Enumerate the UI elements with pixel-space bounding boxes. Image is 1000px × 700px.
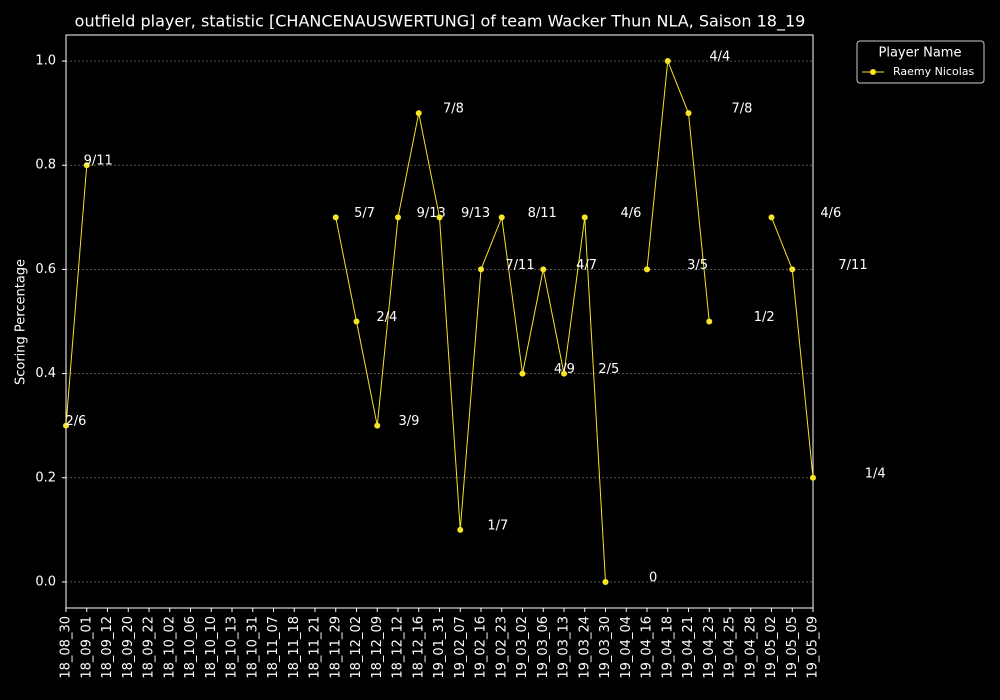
data-point bbox=[602, 578, 609, 585]
x-tick-label: 19_01_31 bbox=[432, 616, 447, 679]
x-tick-label: 19_04_28 bbox=[743, 616, 758, 679]
data-point bbox=[415, 110, 422, 117]
data-point bbox=[561, 370, 567, 377]
x-tick-label: 18_09_20 bbox=[121, 616, 136, 679]
x-tick-label: 19_03_02 bbox=[515, 616, 530, 679]
data-point bbox=[685, 110, 692, 117]
x-tick-label: 18_12_09 bbox=[370, 616, 385, 679]
data-label: 4/4 bbox=[709, 50, 730, 65]
data-label: 1/2 bbox=[754, 310, 775, 325]
x-tick-label: 19_03_13 bbox=[557, 616, 572, 679]
x-tick-label: 18_10_02 bbox=[162, 616, 177, 679]
data-point bbox=[519, 370, 526, 377]
x-tick-label: 19_03_30 bbox=[598, 616, 613, 679]
x-tick-label: 18_11_18 bbox=[287, 616, 302, 679]
x-tick-label: 19_03_24 bbox=[577, 616, 592, 679]
x-tick-label: 19_02_07 bbox=[453, 616, 468, 679]
data-point bbox=[706, 318, 713, 325]
plot-frame bbox=[65, 34, 814, 609]
data-point bbox=[664, 58, 671, 65]
x-tick-label: 19_04_23 bbox=[702, 616, 717, 679]
data-label: 2/6 bbox=[66, 414, 87, 429]
x-tick-label: 18_12_16 bbox=[411, 616, 426, 679]
x-tick-label: 18_09_12 bbox=[100, 616, 115, 679]
data-label: 5/7 bbox=[354, 206, 375, 221]
y-tick-label: 0.2 bbox=[35, 470, 56, 485]
data-label: 9/13 bbox=[461, 206, 490, 221]
x-tick-label: 18_11_07 bbox=[266, 616, 281, 679]
data-label: 7/11 bbox=[838, 258, 867, 273]
data-label: 3/5 bbox=[687, 258, 708, 273]
y-tick-label: 0.8 bbox=[35, 158, 56, 173]
x-tick-label: 18_09_22 bbox=[142, 616, 157, 679]
x-tick-label: 19_05_09 bbox=[806, 616, 821, 679]
data-point bbox=[581, 214, 588, 221]
data-point bbox=[332, 214, 339, 221]
x-tick-label: 18_09_01 bbox=[79, 616, 94, 679]
x-tick-label: 19_03_06 bbox=[536, 616, 551, 679]
x-tick-label: 19_02_16 bbox=[474, 616, 489, 679]
x-tick-label: 18_10_06 bbox=[183, 616, 198, 679]
data-label: 4/7 bbox=[576, 258, 597, 273]
legend-title: Player Name bbox=[879, 46, 962, 61]
y-tick-label: 0.0 bbox=[35, 574, 56, 589]
legend-label: Raemy Nicolas bbox=[893, 65, 974, 78]
x-tick-label: 19_04_18 bbox=[660, 616, 675, 679]
data-label: 2/5 bbox=[598, 362, 619, 377]
data-label: 4/9 bbox=[554, 362, 575, 377]
data-point bbox=[436, 214, 443, 221]
y-tick-label: 0.4 bbox=[35, 366, 56, 381]
y-tick-label: 0.6 bbox=[35, 262, 56, 277]
data-point bbox=[374, 422, 381, 429]
data-label: 1/7 bbox=[487, 518, 508, 533]
data-label: 9/11 bbox=[84, 154, 113, 169]
data-point bbox=[540, 266, 547, 273]
data-point bbox=[644, 266, 650, 273]
legend-box bbox=[856, 40, 985, 84]
data-label: 0 bbox=[649, 570, 657, 585]
x-tick-label: 18_10_10 bbox=[204, 616, 219, 679]
chart-title: outfield player, statistic [CHANCENAUSWE… bbox=[75, 12, 806, 32]
x-tick-label: 18_12_12 bbox=[391, 616, 406, 679]
data-point bbox=[83, 162, 90, 169]
x-tick-label: 18_12_02 bbox=[349, 616, 364, 679]
data-label: 2/4 bbox=[376, 310, 397, 325]
data-point bbox=[789, 266, 796, 273]
x-tick-label: 18_10_13 bbox=[225, 616, 240, 679]
x-tick-label: 19_05_05 bbox=[785, 616, 800, 679]
data-label: 8/11 bbox=[528, 206, 557, 221]
data-point bbox=[457, 526, 464, 533]
x-tick-label: 18_10_31 bbox=[245, 616, 260, 679]
data-label: 7/11 bbox=[505, 258, 534, 273]
x-tick-label: 19_04_25 bbox=[723, 616, 738, 679]
y-axis-label: Scoring Percentage bbox=[14, 259, 29, 385]
x-tick-label: 18_11_21 bbox=[308, 616, 323, 679]
data-point bbox=[353, 318, 360, 325]
x-tick-label: 19_04_04 bbox=[619, 616, 634, 679]
data-point bbox=[395, 214, 401, 221]
x-tick-label: 19_04_16 bbox=[640, 616, 655, 679]
x-tick-label: 18_08_30 bbox=[59, 616, 74, 679]
x-tick-label: 19_05_02 bbox=[764, 616, 779, 679]
data-point bbox=[810, 474, 816, 481]
legend-marker bbox=[870, 69, 876, 75]
series-line bbox=[65, 60, 814, 582]
data-point bbox=[63, 422, 69, 429]
data-point bbox=[478, 266, 484, 273]
x-tick-label: 18_11_29 bbox=[328, 616, 343, 679]
data-point bbox=[768, 214, 775, 221]
data-label: 4/6 bbox=[820, 206, 841, 221]
x-tick-label: 19_04_21 bbox=[681, 616, 696, 679]
data-point bbox=[498, 214, 505, 221]
data-label: 3/9 bbox=[399, 414, 420, 429]
data-label: 7/8 bbox=[443, 102, 464, 117]
data-label: 4/6 bbox=[621, 206, 642, 221]
y-tick-label: 1.0 bbox=[35, 54, 56, 69]
data-label: 7/8 bbox=[732, 102, 753, 117]
data-label: 1/4 bbox=[865, 466, 886, 481]
x-tick-label: 19_02_23 bbox=[494, 616, 509, 679]
